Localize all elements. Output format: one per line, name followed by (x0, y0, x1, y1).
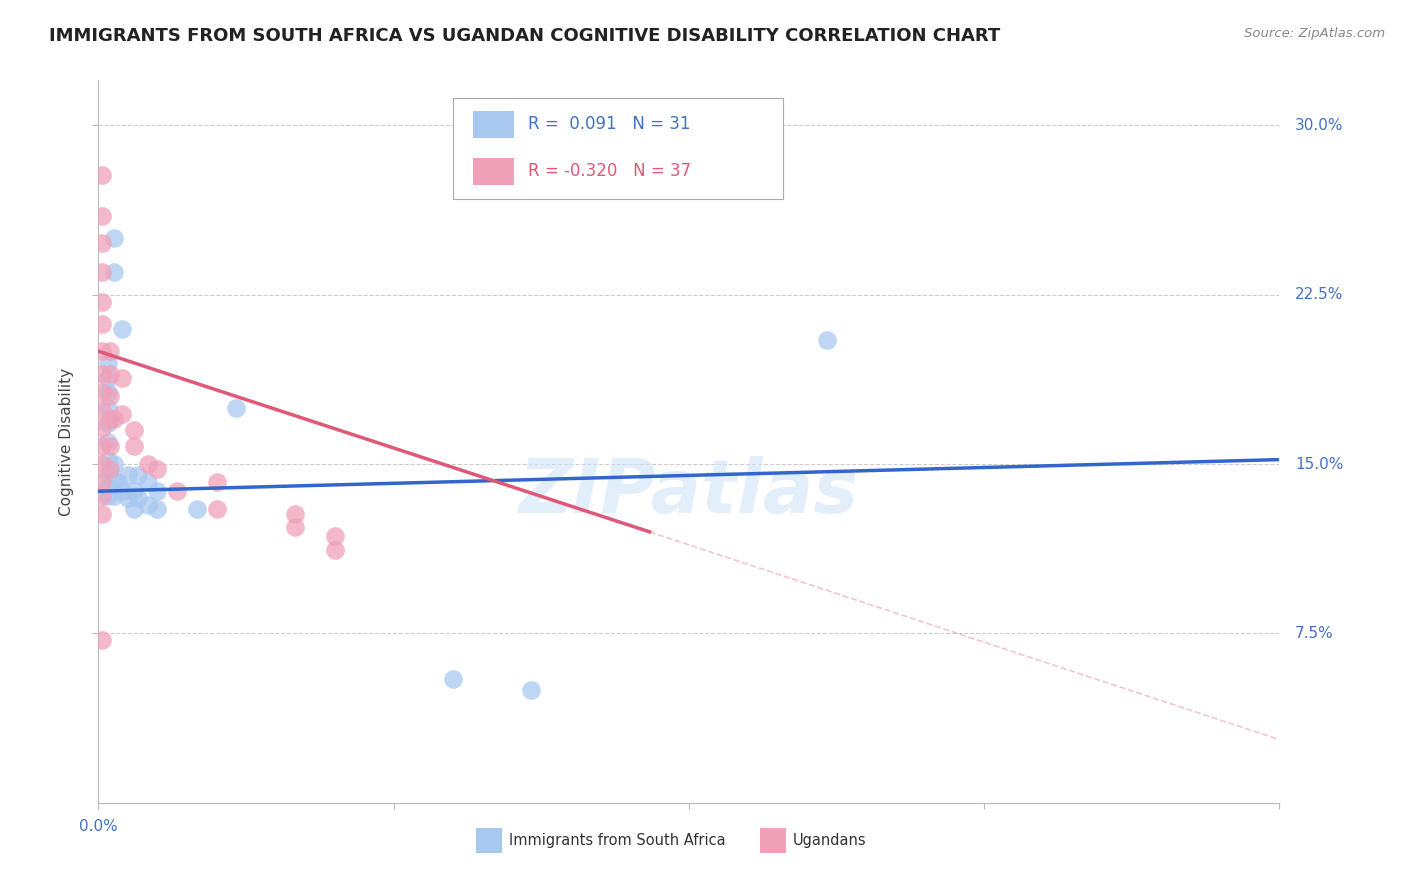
Point (91, 475, 114, 490)
Point (91, 209, 114, 223)
Bar (759, 828, 786, 854)
Point (146, 461, 169, 475)
Point (97, 480, 120, 494)
Point (146, 502, 169, 516)
Point (111, 371, 134, 385)
Point (91, 507, 114, 521)
Point (98, 344, 121, 359)
Text: 30.0%: 30.0% (1295, 118, 1344, 133)
Point (284, 520, 307, 534)
Point (103, 412, 125, 426)
Point (166, 484, 188, 499)
Point (97, 489, 120, 503)
Point (97, 384, 120, 399)
Text: 0.0%: 0.0% (79, 819, 118, 834)
Point (127, 468, 149, 483)
Point (91, 384, 114, 399)
Text: Ugandans: Ugandans (793, 833, 866, 848)
Point (122, 439, 145, 453)
Point (111, 321, 134, 335)
Text: ZIPatlas: ZIPatlas (519, 456, 859, 529)
Text: IMMIGRANTS FROM SOUTH AFRICA VS UGANDAN COGNITIVE DISABILITY CORRELATION CHART: IMMIGRANTS FROM SOUTH AFRICA VS UGANDAN … (49, 27, 1001, 45)
Point (103, 473, 125, 487)
Point (91, 633, 114, 648)
Bar (472, 158, 515, 185)
Point (815, 333, 838, 347)
Point (91, 403, 114, 417)
Point (103, 231, 125, 245)
Point (205, 502, 228, 516)
Text: 22.5%: 22.5% (1295, 287, 1344, 302)
Point (98, 389, 121, 403)
Point (91, 367, 114, 381)
Text: R =  0.091   N = 31: R = 0.091 N = 31 (529, 115, 690, 133)
Point (225, 401, 247, 415)
Point (91, 421, 114, 435)
Point (205, 475, 228, 490)
Point (98, 367, 121, 381)
Point (98, 412, 121, 426)
Point (122, 502, 145, 516)
Point (323, 529, 346, 543)
Point (97, 452, 120, 467)
Point (97, 355, 120, 369)
Text: R = -0.320   N = 37: R = -0.320 N = 37 (529, 162, 692, 180)
Point (91, 344, 114, 359)
Point (91, 457, 114, 471)
Point (91, 439, 114, 453)
Point (98, 439, 121, 453)
Point (111, 408, 134, 422)
Point (136, 457, 159, 471)
Point (97, 417, 120, 431)
Point (146, 484, 169, 499)
Point (91, 317, 114, 331)
Point (136, 475, 159, 490)
Bar (472, 111, 515, 138)
Text: Source: ZipAtlas.com: Source: ZipAtlas.com (1244, 27, 1385, 40)
Point (91, 235, 114, 250)
Point (98, 461, 121, 475)
Point (103, 265, 125, 279)
Point (97, 434, 120, 449)
Point (103, 457, 125, 471)
Point (117, 491, 139, 505)
Point (284, 507, 307, 521)
Y-axis label: Cognitive Disability: Cognitive Disability (59, 368, 75, 516)
Point (117, 468, 139, 483)
Point (91, 168, 114, 182)
Point (136, 498, 159, 512)
Text: 7.5%: 7.5% (1295, 626, 1334, 641)
Bar (477, 828, 502, 854)
Point (103, 489, 125, 503)
Point (127, 491, 149, 505)
Text: 15.0%: 15.0% (1295, 457, 1344, 472)
Point (186, 502, 208, 516)
Text: Immigrants from South Africa: Immigrants from South Africa (509, 833, 725, 848)
Point (91, 294, 114, 309)
Point (111, 484, 134, 499)
Point (91, 489, 114, 503)
Point (323, 542, 346, 557)
Point (122, 484, 145, 499)
Point (97, 468, 120, 483)
Point (107, 475, 129, 490)
FancyBboxPatch shape (453, 98, 783, 200)
Point (520, 682, 543, 697)
Point (97, 401, 120, 415)
Point (97, 371, 120, 385)
Point (122, 423, 145, 437)
Point (91, 265, 114, 279)
Point (441, 672, 464, 686)
